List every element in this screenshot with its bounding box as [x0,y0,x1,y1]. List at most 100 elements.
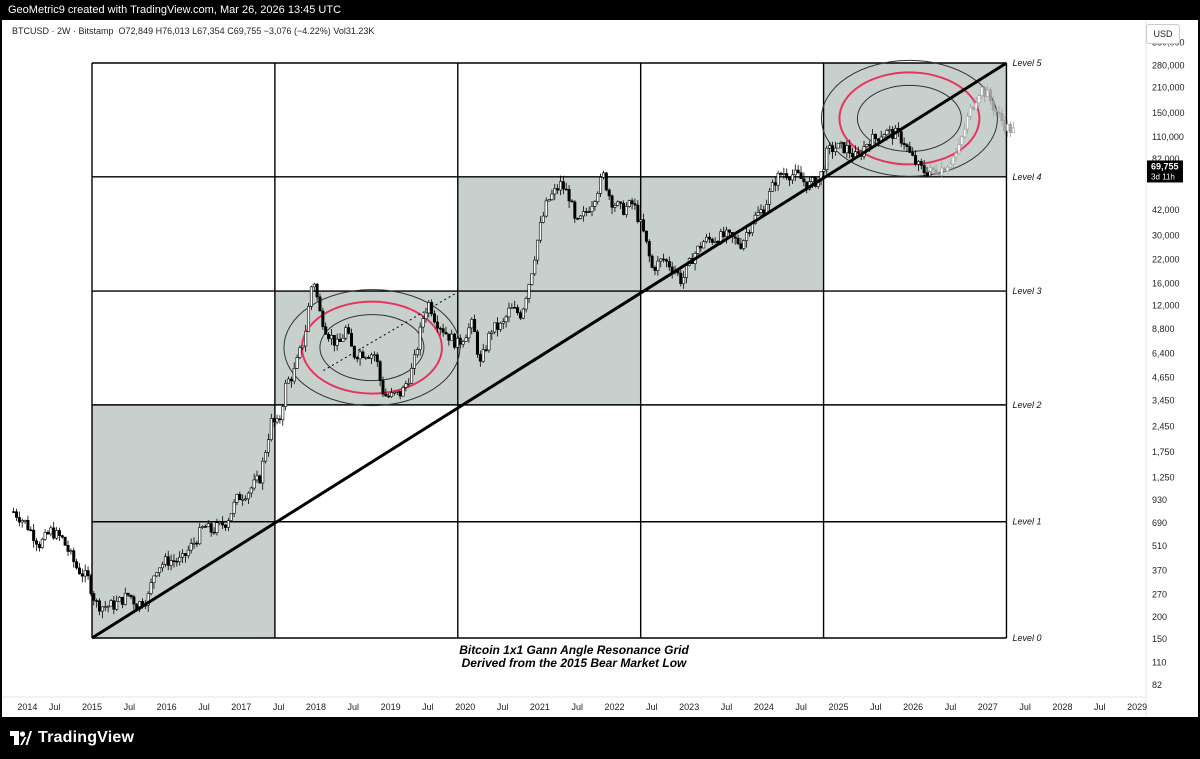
candle-body [507,307,511,318]
projected-candle [991,96,995,117]
symbol-name[interactable]: BTCUSD [12,26,50,36]
candle-body [186,549,190,557]
price-candle [32,523,36,548]
price-candle [241,494,245,506]
candle-body [89,575,93,594]
price-candle [779,171,783,177]
projected-candle [1000,108,1004,127]
candle-body [487,333,491,351]
candle-body [352,345,356,358]
candle-body [155,572,159,577]
candle-body [773,182,777,186]
currency-button[interactable]: USD [1146,24,1180,44]
candle-body [496,322,500,330]
level-label: Level 5 [1012,58,1042,68]
price-candle [441,323,445,337]
candle-body [530,273,534,285]
price-candle [112,595,116,615]
price-candle [381,376,385,398]
price-candle [478,350,482,367]
y-tick-label: 82 [1152,680,1162,690]
price-candle [713,237,717,244]
price-candle [29,526,33,532]
candle-body [92,593,96,601]
projected-candle [948,158,952,171]
price-candle [69,548,73,555]
candle-body [977,95,981,104]
header-bar: GeoMetric9 created with TradingView.com,… [0,0,1200,20]
candle-body [35,540,39,545]
candle-body [415,349,419,356]
shaded-grid-cell [457,291,641,405]
price-candle [109,598,113,607]
price-candle [630,197,634,210]
tradingview-logo[interactable]: TradingView [10,727,134,749]
candle-body [567,189,571,202]
x-tick-label: Jul [348,702,360,712]
tradingview-logo-icon [10,731,32,745]
price-candle [40,537,44,549]
chart-annotation-line: Bitcoin 1x1 Gann Angle Resonance Grid [459,643,689,657]
price-candle [246,491,250,505]
candle-body [32,529,36,542]
price-candle [269,413,273,442]
x-tick-label: Jul [1019,702,1031,712]
price-candle [17,511,21,527]
price-candle [796,164,800,175]
candle-body [55,530,59,539]
price-candle [450,329,454,341]
price-candle [258,474,262,484]
candle-body [461,341,465,345]
projected-candle [957,138,961,155]
price-candle [201,525,205,529]
candle-body [421,318,425,328]
candle-body [851,152,855,158]
price-candle [902,137,906,150]
candle-body [77,567,81,575]
price-candle [553,183,557,201]
chart-panel[interactable]: Level 0 Level 1 Level 2 Level 3 Level 4 Level… [2,20,1198,717]
candle-body [298,347,302,358]
interval-label[interactable]: 2W [57,26,71,36]
price-candle [364,356,368,360]
x-tick-label: 2021 [530,702,550,712]
price-candle [37,541,41,552]
price-candle [644,230,648,244]
candle-body [195,542,199,545]
candle-body [464,337,468,342]
candle-body [725,229,729,237]
candle-body [438,327,442,330]
price-candle [75,558,79,570]
candle-body [971,106,975,110]
price-candle [72,547,76,568]
projected-candle [951,155,955,171]
price-candle [822,165,826,173]
candle-body [14,511,18,518]
price-candle [12,507,16,513]
candle-body [46,531,50,535]
price-candle [398,390,402,400]
candle-body [983,86,987,97]
candle-body [209,523,213,533]
candle-body [590,206,594,212]
price-candle [470,317,474,335]
price-candle [604,172,608,192]
price-candle [292,362,296,385]
x-tick-label: Jul [124,702,136,712]
price-candle [66,540,70,557]
candle-body [527,284,531,299]
price-candle [702,239,706,249]
price-chart[interactable]: Level 0 Level 1 Level 2 Level 3 Level 4 Level… [2,20,1198,717]
candle-body [312,283,316,288]
candle-body [501,321,505,324]
price-candle [601,170,605,180]
price-candle [298,345,302,360]
candle-body [722,231,726,237]
projected-candle [988,87,992,105]
candle-body [739,243,743,249]
candle-body [828,145,832,149]
candle-body [653,267,657,271]
x-tick-label: 2014 [17,702,37,712]
x-tick-label: 2016 [157,702,177,712]
candle-body [997,111,1001,114]
